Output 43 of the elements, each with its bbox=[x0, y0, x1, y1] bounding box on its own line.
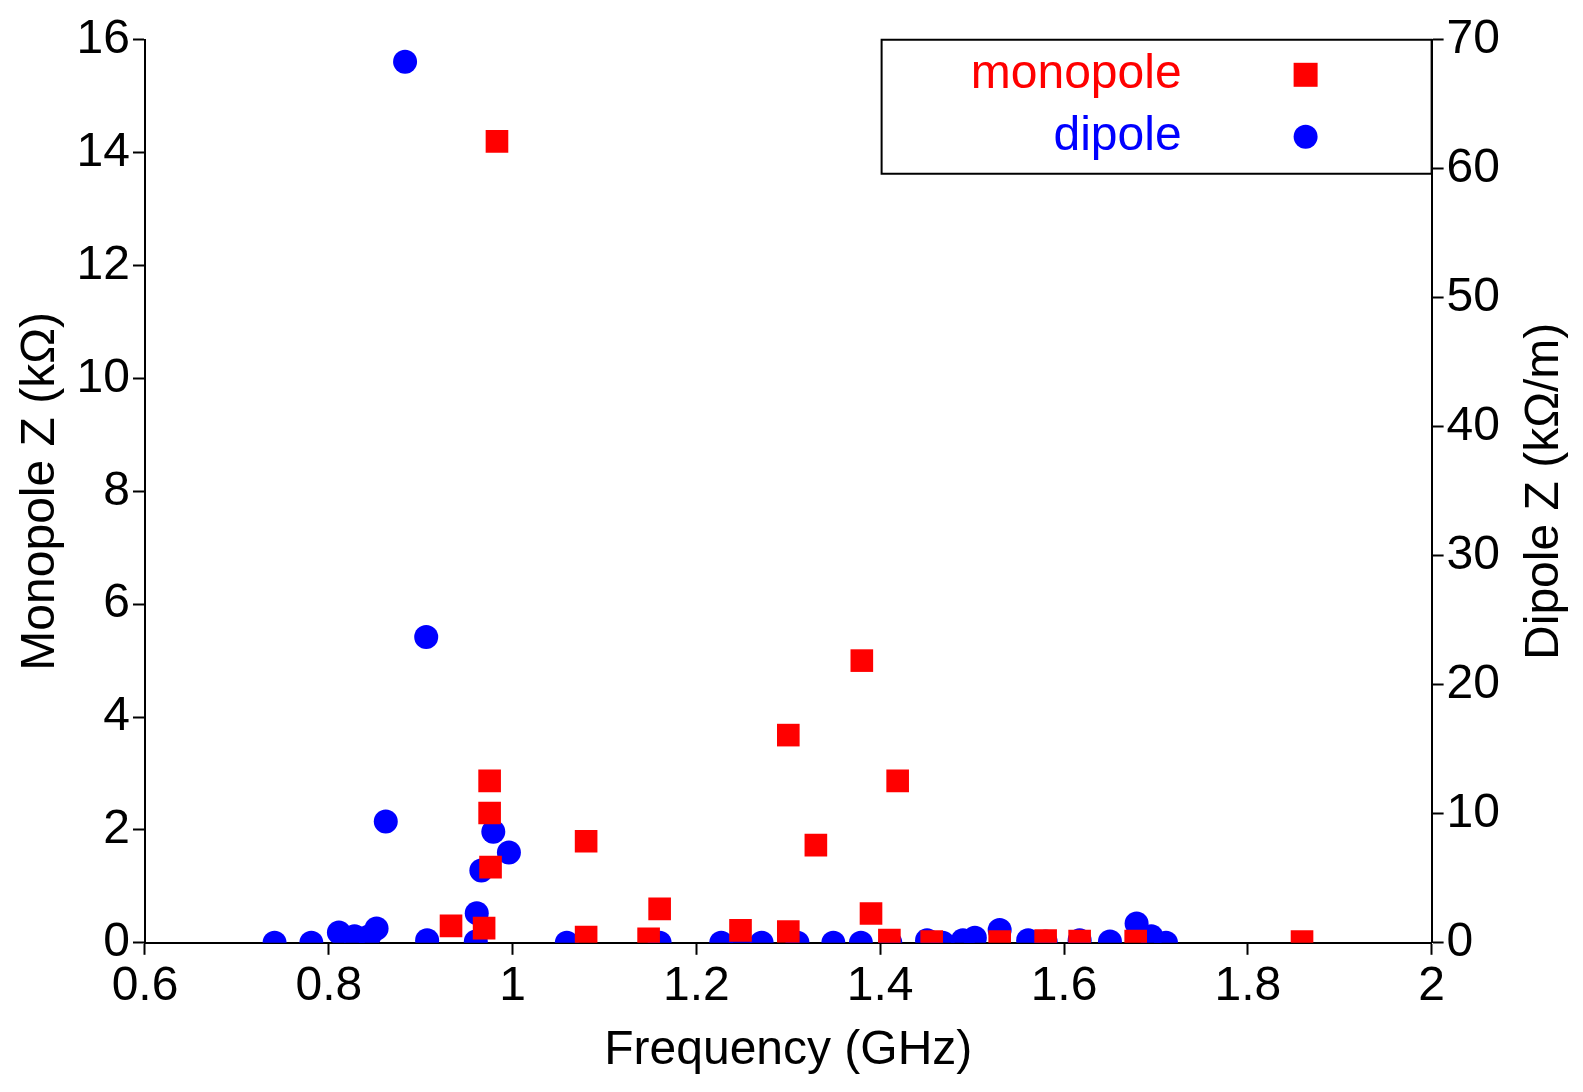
point bbox=[729, 919, 752, 942]
y2-tick-label: 40 bbox=[1446, 397, 1500, 451]
x-tick-label: 1.4 bbox=[846, 956, 914, 1010]
y2-tick-label: 0 bbox=[1446, 913, 1474, 967]
point bbox=[859, 902, 883, 925]
y2-tick-label: 10 bbox=[1446, 784, 1500, 838]
point bbox=[648, 897, 671, 921]
point bbox=[804, 833, 828, 857]
x-tick-label: 1.2 bbox=[663, 956, 730, 1010]
x-tick-label: 1.8 bbox=[1214, 956, 1282, 1010]
y2-axis-title: Dipole Z (kΩ/m) bbox=[1515, 322, 1569, 660]
y2-tick-label: 50 bbox=[1446, 268, 1500, 322]
y-tick-label: 6 bbox=[103, 574, 130, 628]
point bbox=[485, 130, 509, 153]
point bbox=[479, 855, 502, 879]
y-tick-label: 16 bbox=[76, 10, 130, 64]
y-tick-label: 8 bbox=[103, 461, 130, 515]
y-tick-label: 14 bbox=[76, 122, 130, 176]
x-tick-label: 1.6 bbox=[1030, 956, 1098, 1010]
y2-tick-label: 70 bbox=[1446, 10, 1500, 64]
y2-tick-label: 60 bbox=[1446, 139, 1500, 193]
y-tick-label: 4 bbox=[103, 687, 130, 741]
x-tick-label: 0.8 bbox=[295, 956, 363, 1010]
y-tick-label: 12 bbox=[76, 235, 130, 289]
point bbox=[776, 723, 800, 747]
point bbox=[439, 914, 463, 938]
x-tick-label: 2 bbox=[1418, 956, 1445, 1010]
point bbox=[472, 916, 496, 940]
y-axis-title: Monopole Z (kΩ) bbox=[11, 311, 65, 671]
point bbox=[478, 801, 501, 825]
point bbox=[886, 769, 909, 793]
y2-tick-label: 20 bbox=[1446, 655, 1500, 709]
legend-label: monopole bbox=[970, 45, 1182, 99]
legend-label: dipole bbox=[1053, 107, 1182, 161]
x-axis-title: Frequency (GHz) bbox=[604, 1021, 973, 1075]
point bbox=[850, 649, 874, 672]
y-tick-label: 10 bbox=[76, 348, 130, 402]
x-tick-label: 1 bbox=[499, 956, 526, 1010]
y-tick-label: 2 bbox=[103, 800, 130, 854]
point bbox=[478, 769, 501, 793]
point bbox=[776, 920, 800, 943]
y2-tick-label: 30 bbox=[1446, 526, 1500, 580]
point bbox=[574, 829, 598, 853]
